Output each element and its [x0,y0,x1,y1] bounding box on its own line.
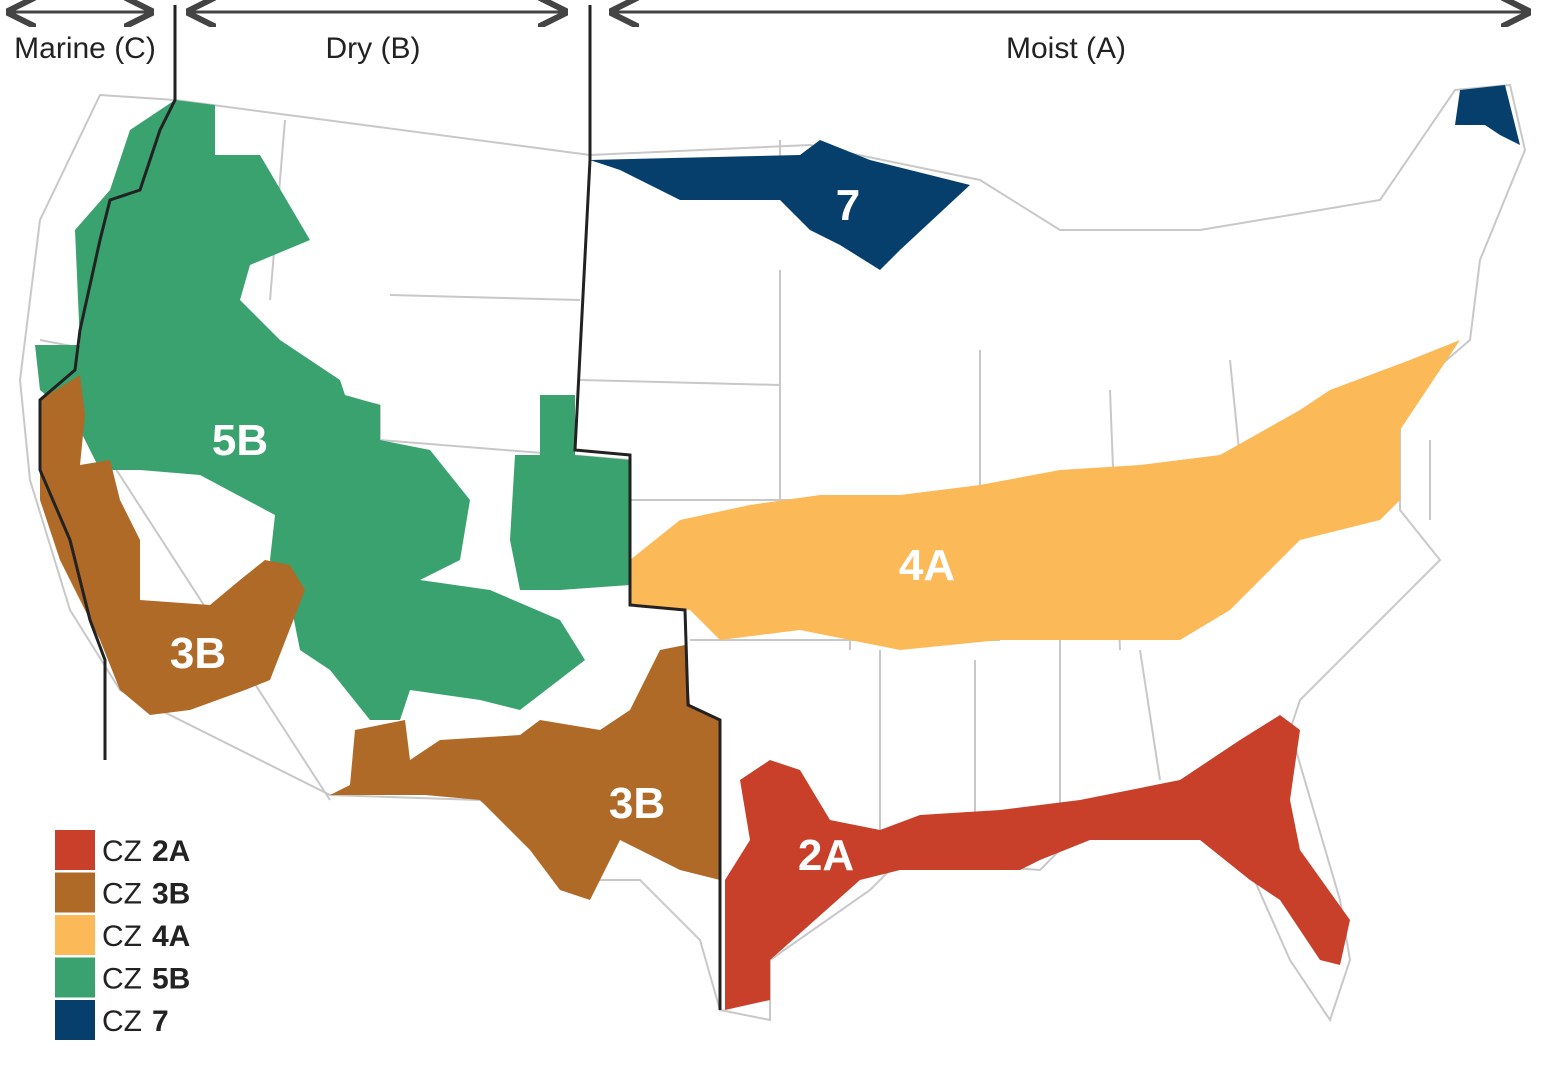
zone-region [35,100,585,720]
dry-moist-boundary [573,5,722,1010]
legend-prefix: CZ [102,920,142,953]
legend-code: 3B [152,878,190,911]
zone-label: 4A [899,541,955,590]
zone-7 [590,85,1520,270]
legend-prefix: CZ [102,835,142,868]
legend-code: 2A [152,835,190,868]
regime-label: Moist (A) [1006,32,1126,65]
zone-5b [35,100,630,720]
legend-swatch [55,830,95,870]
legend-prefix: CZ [102,1005,142,1038]
zone-region [1455,85,1520,145]
zone-region [330,645,720,900]
legend-label: CZ 2A [102,835,190,868]
zone-2a [725,715,1350,1010]
legend-label: CZ 5B [102,963,190,996]
legend-label: CZ 3B [102,878,190,911]
legend-label: CZ 4A [102,920,190,953]
zone-region [590,140,970,270]
legend-swatch [55,957,95,998]
zone-4a [630,340,1460,650]
zone-label: 3B [170,629,226,678]
zone-label: 3B [609,779,665,828]
legend-label: CZ 7 [102,1005,169,1038]
legend-swatch [55,915,95,955]
zone-label: 7 [836,181,860,230]
legend-swatch [55,1000,95,1040]
legend-swatch [55,872,95,913]
legend-code: 7 [152,1005,169,1038]
zone-region [510,395,630,590]
regime-label: Marine (C) [14,32,156,65]
legend-prefix: CZ [102,963,142,996]
legend-prefix: CZ [102,878,142,911]
zone-label: 5B [212,416,268,465]
legend-code: 5B [152,963,190,996]
legend: CZ 2A CZ 3B CZ 4A CZ 5B CZ 7 [55,830,190,1040]
zone-label: 2A [798,831,854,880]
zone-3b [40,375,720,900]
regime-label: Dry (B) [326,32,421,65]
zone-region [40,375,305,715]
legend-code: 4A [152,920,190,953]
marine-dry-boundary [38,5,177,760]
